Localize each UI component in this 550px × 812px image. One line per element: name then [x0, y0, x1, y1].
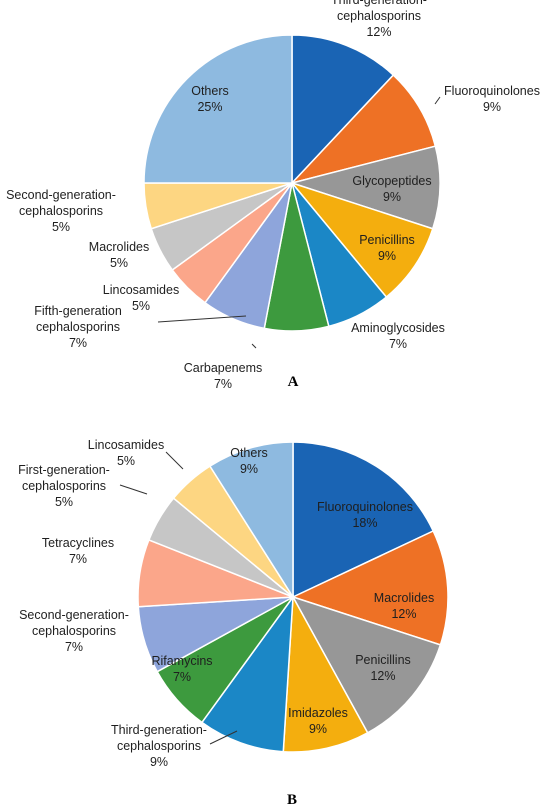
leader-line-third-generation-cephalosporins — [209, 730, 238, 745]
pie-slice-penicillins — [289, 181, 434, 299]
slice-name-line: First-generation- — [18, 463, 110, 477]
slice-label-others: Others 25% — [191, 84, 229, 114]
slice-name-line: Fluoroquinolones — [444, 84, 540, 98]
pie-slice-others — [208, 441, 294, 600]
slice-percent: 9% — [309, 722, 327, 736]
slice-label-penicillins: Penicillins 12% — [355, 653, 411, 683]
slice-percent: 9% — [383, 190, 401, 204]
slice-percent: 12% — [370, 669, 395, 683]
pie-slice-macrolides — [290, 530, 449, 646]
leader-line-first-generation-cephalosporins — [119, 484, 148, 495]
slice-percent: 25% — [197, 100, 222, 114]
slice-label-second-generation-cephalosporins: Second-generation-cephalosporins 7% — [19, 608, 129, 654]
pie-slice-imidazoles — [282, 594, 369, 753]
slice-name-line: Penicillins — [359, 233, 415, 247]
slice-label-fluoroquinolones: Fluoroquinolones 18% — [317, 500, 413, 530]
slice-name-line: Third-generation- — [111, 723, 207, 737]
slice-name-line: Fifth-generation — [34, 304, 122, 318]
pie-slice-others — [143, 34, 293, 184]
slice-percent: 5% — [110, 256, 128, 270]
slice-label-macrolides: Macrolides 12% — [374, 591, 434, 621]
slice-name-line: Second-generation- — [6, 188, 116, 202]
leader-line-lincosamides — [165, 451, 184, 470]
slice-label-third-generation-cephalosporins: Third-generation-cephalosporins 12% — [331, 0, 427, 39]
slice-name-line: Third-generation- — [331, 0, 427, 7]
pie-chart-a: Third-generation-cephalosporins 12% Fluoro… — [6, 0, 540, 391]
slice-label-glycopeptides: Glycopeptides 9% — [352, 174, 431, 204]
slice-name-line: Tetracyclines — [42, 536, 114, 550]
slice-percent: 7% — [65, 640, 83, 654]
slice-name-line: cephalosporins — [22, 479, 106, 493]
slice-name-line: Imidazoles — [288, 706, 348, 720]
slice-name-line: cephalosporins — [32, 624, 116, 638]
slice-name-line: Others — [191, 84, 229, 98]
slice-label-third-generation-cephalosporins: Third-generation-cephalosporins 9% — [111, 723, 207, 769]
slice-percent: 18% — [352, 516, 377, 530]
panel-label-a: A — [288, 374, 299, 390]
slice-label-rifamycins: Rifamycins 7% — [151, 654, 212, 684]
slice-percent: 9% — [378, 249, 396, 263]
slice-percent: 7% — [173, 670, 191, 684]
slice-percent: 7% — [69, 552, 87, 566]
slice-name-line: Second-generation- — [19, 608, 129, 622]
panel-label-b: B — [287, 792, 297, 808]
slice-name-line: Macrolides — [374, 591, 434, 605]
slice-percent: 12% — [391, 607, 416, 621]
leader-line-carbapenems — [251, 343, 257, 349]
slice-percent: 9% — [483, 100, 501, 114]
slice-label-imidazoles: Imidazoles 9% — [288, 706, 348, 736]
slice-label-carbapenems: Carbapenems 7% — [184, 361, 263, 391]
slice-label-lincosamides: Lincosamides 5% — [88, 438, 164, 468]
slice-percent: 9% — [240, 462, 258, 476]
slice-percent: 7% — [389, 337, 407, 351]
pie-slice-glycopeptides — [289, 145, 441, 230]
slice-name-line: cephalosporins — [36, 320, 120, 334]
slice-name-line: cephalosporins — [117, 739, 201, 753]
slice-name-line: Carbapenems — [184, 361, 263, 375]
slice-label-fifth-generation-cephalosporins: Fifth-generation cephalosporins 7% — [34, 304, 122, 350]
slice-percent: 5% — [117, 454, 135, 468]
slice-percent: 5% — [132, 299, 150, 313]
slice-label-lincosamides: Lincosamides 5% — [103, 283, 179, 313]
slice-name-line: Rifamycins — [151, 654, 212, 668]
slice-percent: 12% — [366, 25, 391, 39]
pie-slice-fluoroquinolones — [292, 441, 435, 599]
slice-label-macrolides: Macrolides 5% — [89, 240, 149, 270]
slice-percent: 7% — [214, 377, 232, 391]
slice-label-penicillins: Penicillins 9% — [359, 233, 415, 263]
leader-line-fifth-generation-cephalosporins — [157, 315, 247, 323]
slice-name-line: Others — [230, 446, 268, 460]
slice-name-line: Fluoroquinolones — [317, 500, 413, 514]
pie-slice-penicillins — [291, 595, 442, 734]
slice-percent: 9% — [150, 755, 168, 769]
pie-slice-fluoroquinolones — [289, 74, 437, 185]
slice-name-line: Aminoglycosides — [351, 321, 445, 335]
pie-slice-third-generation-cephalosporins — [291, 34, 395, 185]
slice-label-first-generation-cephalosporins: First-generation-cephalosporins 5% — [18, 463, 110, 509]
slice-label-others: Others 9% — [230, 446, 268, 476]
slice-label-aminoglycosides: Aminoglycosides 7% — [351, 321, 445, 351]
slice-name-line: Glycopeptides — [352, 174, 431, 188]
pie-slice-third-generation-cephalosporins — [200, 594, 294, 753]
slice-name-line: Macrolides — [89, 240, 149, 254]
slice-name-line: cephalosporins — [19, 204, 103, 218]
slice-name-line: cephalosporins — [337, 9, 421, 23]
slice-label-tetracyclines: Tetracyclines 7% — [42, 536, 114, 566]
slice-percent: 7% — [69, 336, 87, 350]
slice-percent: 5% — [55, 495, 73, 509]
slice-name-line: Lincosamides — [88, 438, 164, 452]
slice-label-fluoroquinolones: Fluoroquinolones 9% — [444, 84, 540, 114]
slice-name-line: Lincosamides — [103, 283, 179, 297]
slice-name-line: Penicillins — [355, 653, 411, 667]
pie-chart-b: Fluoroquinolones 18%Macrolides 12%Penicill… — [18, 438, 449, 769]
slice-label-second-generation-cephalosporins: Second-generation-cephalosporins 5% — [6, 188, 116, 234]
slice-percent: 5% — [52, 220, 70, 234]
leader-line-fluoroquinolones — [434, 96, 441, 105]
